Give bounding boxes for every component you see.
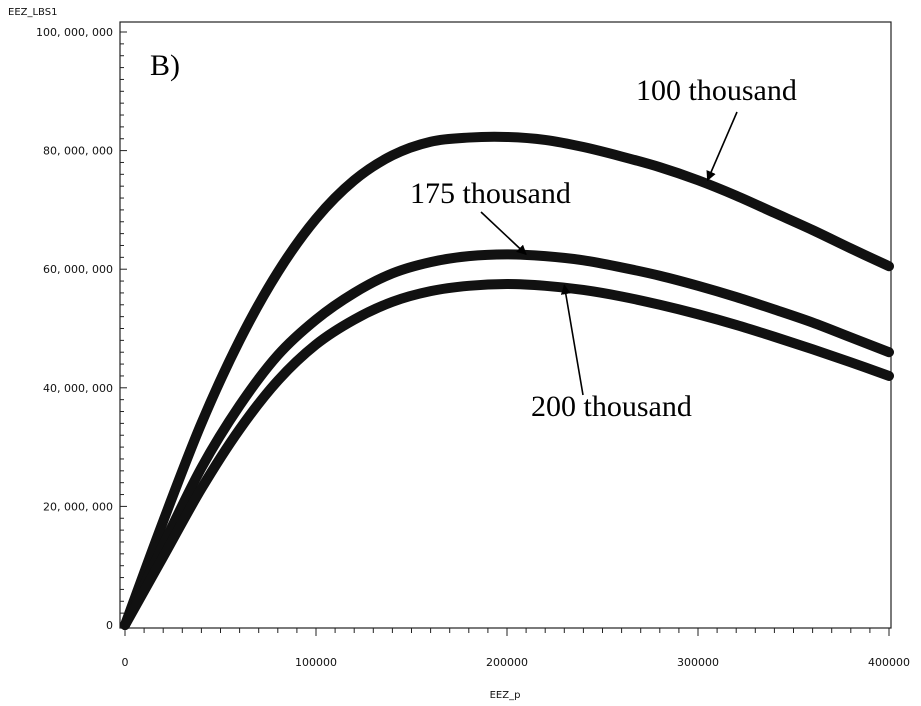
y-tick-label: 0 [106,619,113,632]
series-200-thousand-curve [120,279,894,630]
arrow-100-thousand [706,111,738,182]
y-axis-title: EEZ_LBS1 [8,7,57,18]
panel-label: B) [150,49,180,82]
series-group [120,131,894,630]
x-axis: 0 100000 200000 300000 400000 [122,628,910,669]
arrow-175-thousand [480,211,527,256]
x-axis-title: EEZ_p [490,690,521,701]
x-tick-label: 400000 [868,656,910,669]
y-tick-label: 20, 000, 000 [43,500,113,513]
series-175-thousand-curve [120,249,894,630]
y-tick-label: 100, 000, 000 [36,26,113,39]
x-tick-label: 200000 [486,656,528,669]
annotation-arrows [480,111,738,396]
y-axis: 0 20, 000, 000 40, 000, 000 60, 000, 000 80,… [36,26,127,632]
annotation-100-thousand: 100 thousand [636,74,797,107]
x-tick-label: 100000 [295,656,337,669]
series-100-thousand-curve [120,131,894,630]
annotation-200-thousand: 200 thousand [531,390,692,423]
plot-frame [119,21,892,629]
y-tick-label: 40, 000, 000 [43,382,113,395]
x-tick-label: 300000 [677,656,719,669]
y-tick-label: 80, 000, 000 [43,145,113,158]
arrow-200-thousand [560,284,584,396]
y-tick-label: 60, 000, 000 [43,263,113,276]
x-tick-label: 0 [122,656,129,669]
annotation-175-thousand: 175 thousand [410,177,571,210]
